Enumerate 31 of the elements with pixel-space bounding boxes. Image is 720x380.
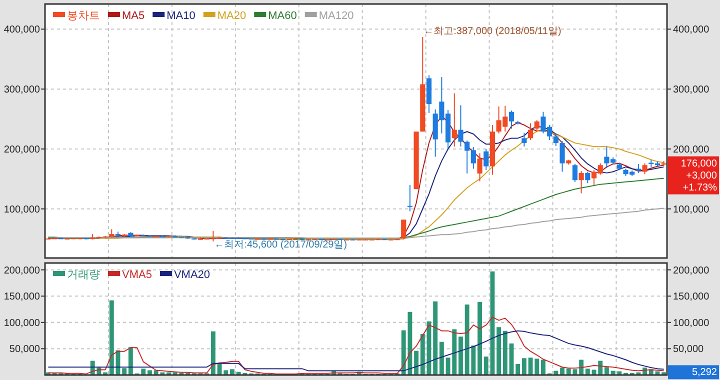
legend-label: MA5 [122,10,145,22]
text: 176,000 [680,158,718,170]
legend-label: 봉차트 [67,10,100,22]
y2-tick-label: 200,000 [673,144,710,156]
y-tick-label: 200,000 [4,265,40,276]
legend-label: VMA20 [174,269,210,281]
legend-label: MA10 [166,10,196,22]
annotation: ←최고:387,000 (2018/05/11일) [424,26,562,37]
y2-tick-label: 100,000 [673,318,710,329]
y2-tick-label: 100,000 [673,204,710,216]
legend-label: MA120 [318,10,354,22]
text: 5,292 [692,367,718,378]
legend-label: MA20 [217,10,246,22]
y-tick-label: 100,000 [4,318,40,329]
y2-tick-label: 400,000 [673,24,710,36]
y2-tick-label: 50,000 [673,344,704,356]
legend-label: 거래량 [67,269,100,281]
y-tick-label: 400,000 [4,24,40,36]
y2-tick-label: 150,000 [673,292,710,303]
legend-label: MA60 [268,10,297,22]
annotation: ←최저:45,600 (2017/09/29일) [214,239,348,250]
y-tick-label: 100,000 [4,204,40,216]
y-tick-label: 50,000 [9,344,40,356]
y-tick-label: 150,000 [4,292,40,303]
legend-label: VMA5 [122,269,152,281]
y2-tick-label: 200,000 [673,265,710,276]
text: +3,000 [686,170,718,182]
y-tick-label: 200,000 [4,144,40,156]
text: +1.73% [682,182,718,194]
y2-tick-label: 300,000 [673,84,710,96]
y-tick-label: 300,000 [4,84,40,96]
